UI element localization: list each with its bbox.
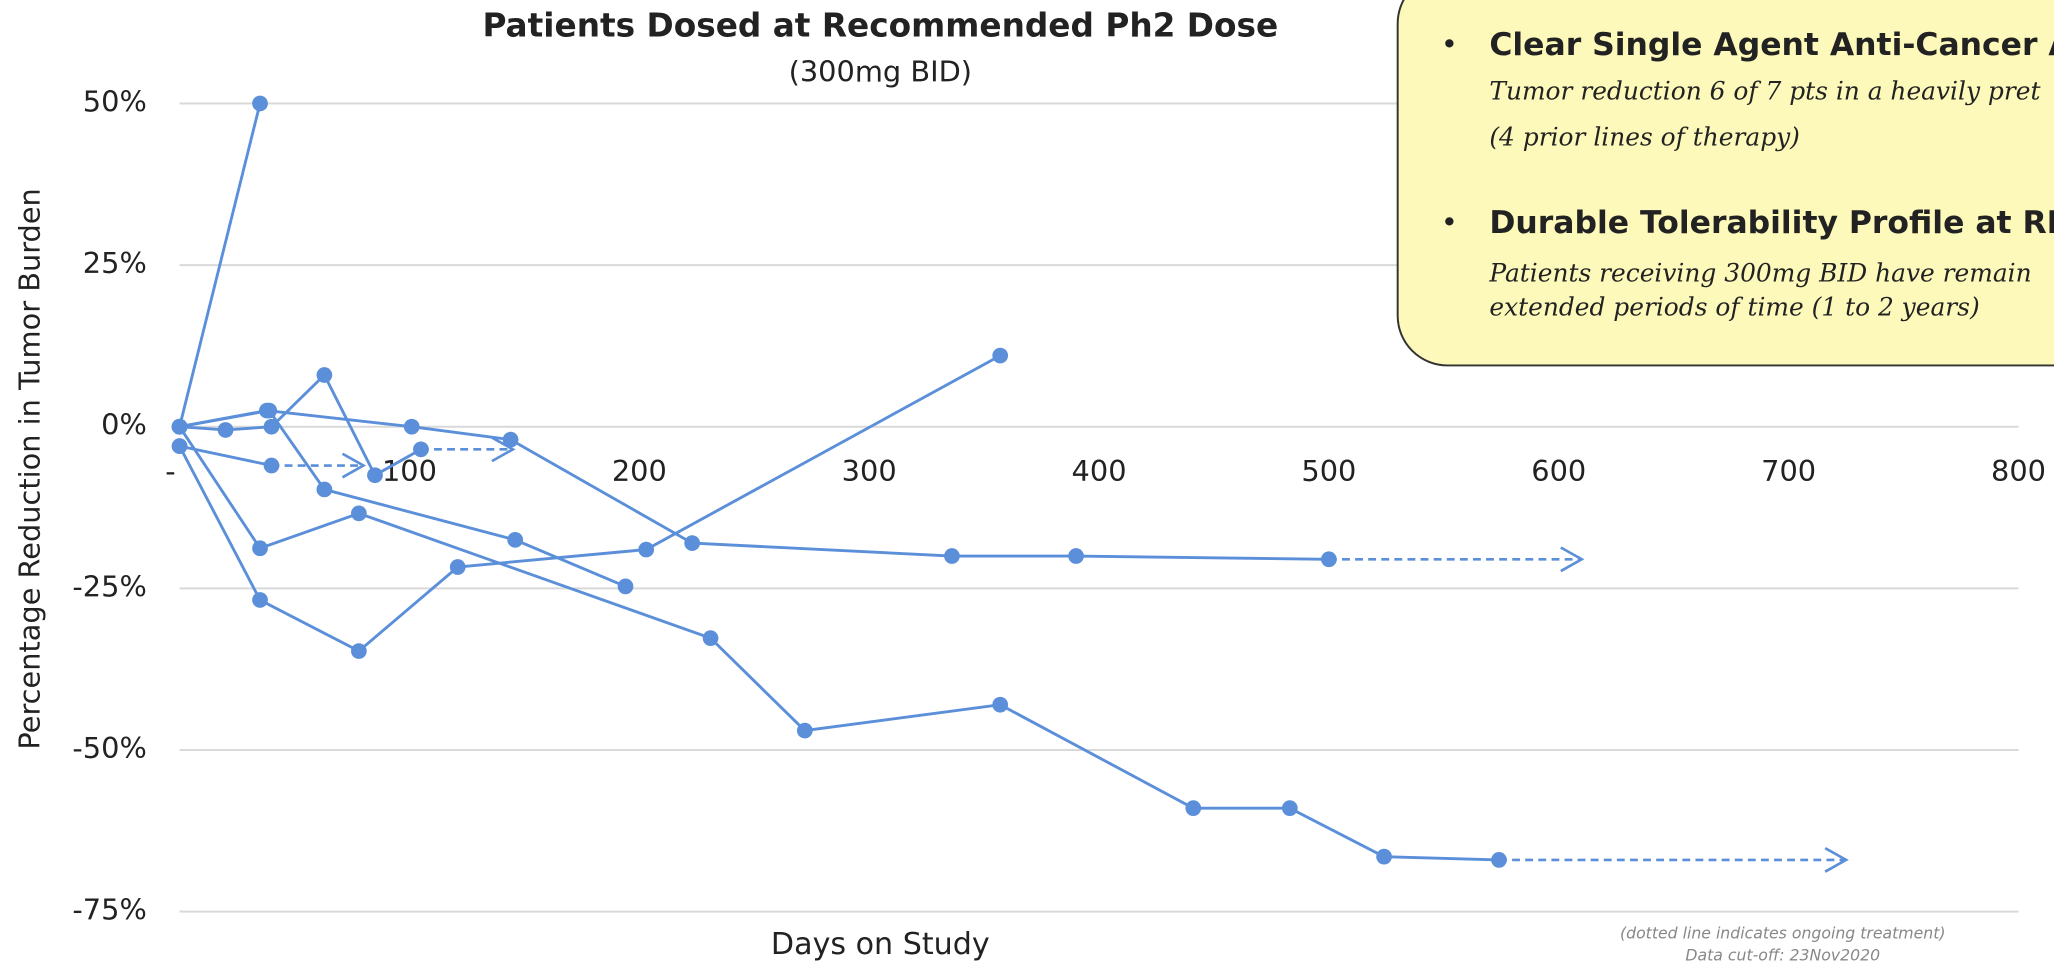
- y-tick-label: -25%: [72, 569, 146, 603]
- y-tick-label: -75%: [72, 893, 146, 927]
- callout-heading: Clear Single Agent Anti-Cancer A: [1489, 27, 2054, 63]
- bullet: •: [1441, 27, 1458, 61]
- bullet: •: [1441, 205, 1458, 239]
- data-point: [992, 696, 1009, 713]
- footnote: (dotted line indicates ongoing treatment…: [1620, 923, 1946, 942]
- data-point: [507, 532, 524, 548]
- y-tick-label: 0%: [101, 408, 147, 442]
- chart-title: Patients Dosed at Recommended Ph2 Dose: [482, 7, 1278, 45]
- x-tick-label: 500: [1301, 454, 1356, 488]
- callout: • Clear Single Agent Anti-Cancer A Tumor…: [1396, 0, 2054, 367]
- x-tick-label: 400: [1072, 454, 1127, 488]
- callout-text: Tumor reduction 6 of 7 pts in a heavily …: [1489, 76, 2041, 105]
- data-point: [171, 418, 188, 435]
- data-point: [502, 431, 519, 448]
- arrow-head: [1560, 546, 1585, 573]
- data-point: [1185, 800, 1202, 817]
- arrow-head: [491, 436, 516, 463]
- data-point: [217, 422, 234, 438]
- data-point: [171, 438, 188, 454]
- data-point: [617, 578, 634, 595]
- data-point: [252, 592, 268, 608]
- data-point: [403, 418, 420, 435]
- data-point: [1376, 848, 1392, 865]
- data-point: [367, 467, 383, 484]
- y-tick-label: 50%: [83, 84, 147, 118]
- data-point: [1068, 548, 1084, 564]
- x-tick-label: 300: [842, 454, 897, 488]
- y-tick-label: -50%: [72, 731, 146, 765]
- data-point: [1281, 800, 1298, 817]
- callout-text: extended periods of time (1 to 2 years): [1489, 293, 1979, 322]
- series-line: [179, 408, 627, 588]
- data-point: [252, 540, 268, 557]
- data-point: [992, 347, 1009, 364]
- data-point: [413, 441, 429, 458]
- data-point: [702, 630, 719, 646]
- data-point: [261, 402, 278, 419]
- x-axis-label: Days on Study: [771, 927, 990, 962]
- footnote: Data cut-off: 23Nov2020: [1685, 946, 1880, 964]
- data-point: [351, 505, 367, 522]
- data-point: [638, 541, 655, 558]
- callout-heading: Durable Tolerability Profile at RP: [1489, 205, 2054, 241]
- data-point: [351, 643, 367, 659]
- data-point: [263, 457, 280, 474]
- callout-text: Patients receiving 300mg BID have remain: [1488, 259, 2031, 288]
- x-tick-label: 200: [612, 454, 667, 488]
- data-point: [944, 548, 960, 564]
- series-line: [178, 103, 262, 428]
- x-tick-label: 100: [382, 454, 437, 488]
- arrow-head: [1824, 846, 1849, 873]
- y-axis-label: Percentage Reduction in Tumor Burden: [13, 188, 47, 749]
- plot-area: 50% 25% 0% -25% -50% -75% - 100 200 300 400 500 600 7…: [72, 84, 2046, 926]
- data-point: [449, 559, 466, 575]
- x-tick-label: 600: [1531, 454, 1586, 488]
- x-tick-label: 800: [1991, 454, 2046, 488]
- data-point: [1491, 852, 1507, 868]
- data-point: [796, 722, 813, 739]
- series-line: [178, 425, 1500, 862]
- series-line: [179, 409, 1329, 561]
- chart-subtitle: (300mg BID): [789, 54, 972, 88]
- arrow-head: [341, 452, 367, 479]
- data-point: [263, 418, 280, 435]
- data-point: [684, 535, 701, 551]
- x-tick-label: 700: [1761, 454, 1816, 488]
- callout-box: [1396, 0, 2054, 367]
- data-point: [252, 95, 268, 112]
- x-tick-label: -: [165, 454, 175, 488]
- data-point: [1321, 551, 1337, 568]
- data-point: [316, 481, 333, 498]
- series-line: [178, 354, 1001, 653]
- data-point: [316, 367, 333, 383]
- y-tick-label: 25%: [83, 246, 147, 280]
- callout-text: (4 prior lines of therapy): [1489, 122, 1800, 151]
